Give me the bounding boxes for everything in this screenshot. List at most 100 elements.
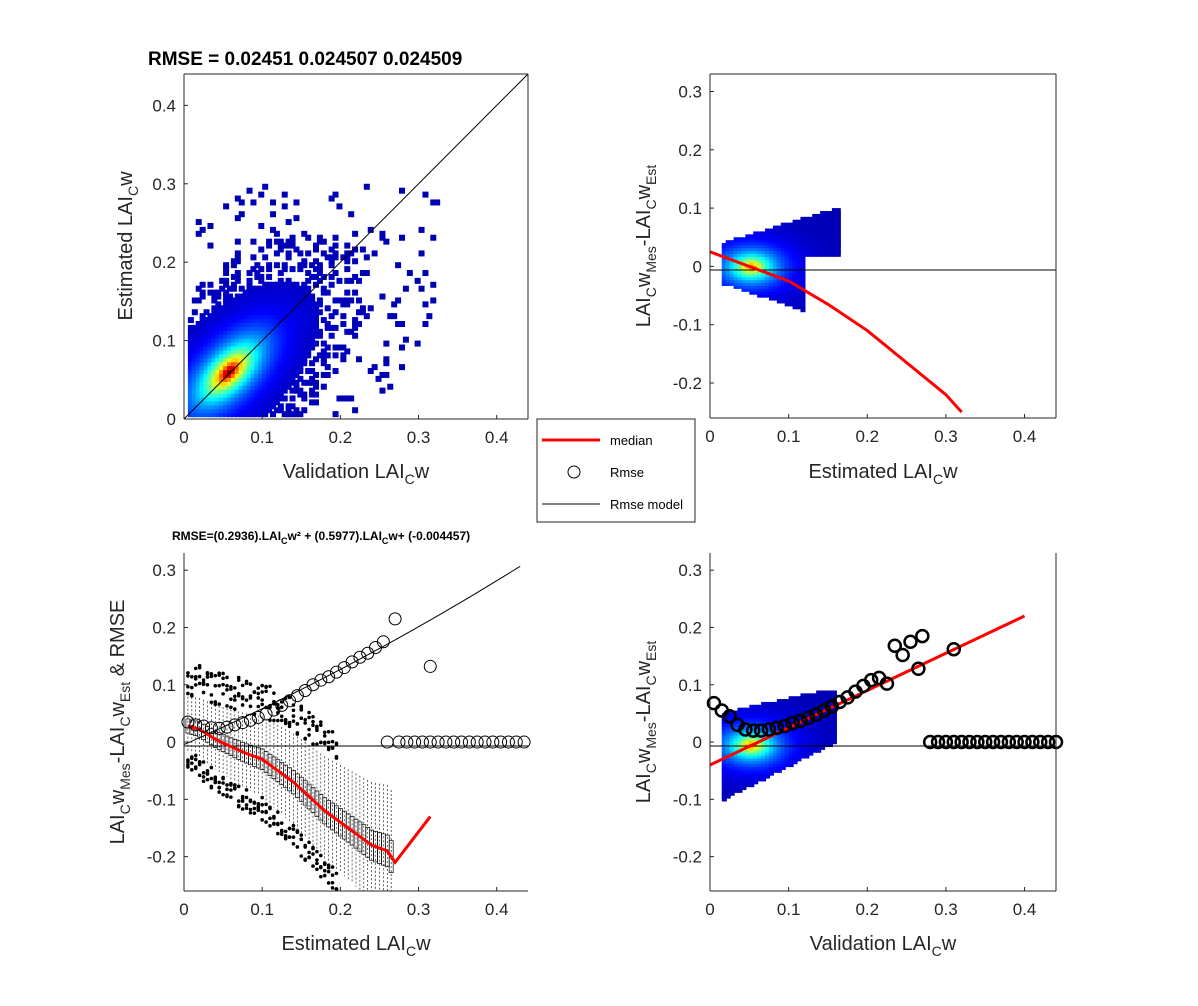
heatmap-cell [788,231,794,237]
heatmap-cell [824,722,830,727]
heatmap-cell [219,344,226,351]
heatmap-cell [195,352,202,359]
heatmap-cell [827,231,833,237]
heatmap-cell [745,240,751,246]
heatmap-cell [741,750,747,756]
heatmap-cell [812,246,818,251]
heatmap-cell [800,257,806,263]
boxplot-outlier [201,760,206,764]
heatmap-cell [776,266,782,272]
boxplot-outlier [264,820,268,824]
heatmap-cell [297,320,304,327]
heatmap-cell [765,292,771,298]
heatmap-cell [289,320,296,327]
heatmap-cell [187,407,194,414]
heatmap-cell [765,767,771,773]
heatmap-cell [340,297,347,304]
heatmap-cell [729,710,735,716]
heatmap-cell [757,756,763,762]
heatmap-cell [293,285,300,292]
heatmap-cell [246,336,253,343]
heatmap-cell [831,727,837,733]
heatmap-cell [788,744,794,750]
heatmap-cell [234,399,241,406]
boxplot-outlier [252,690,257,695]
heatmap-cell [199,379,206,386]
heatmap-cell [804,222,810,228]
boxplot-outlier [295,830,300,835]
heatmap-cell [270,324,276,331]
heatmap-cell [332,344,339,351]
heatmap-cell [729,762,735,768]
heatmap-cell [761,739,767,745]
heatmap-cell [254,273,261,280]
y-tick-label: 0.2 [152,253,176,272]
heatmap-cell [776,257,782,263]
heatmap-cell [765,243,771,249]
heatmap-cell [729,776,735,782]
heatmap-cell [800,237,806,243]
heatmap-cell [788,750,794,756]
heatmap-cell [721,747,727,753]
heatmap-cell [765,773,771,779]
heatmap-cell [230,336,237,343]
heatmap-cell [749,750,755,756]
panel2-x-axis-label: Estimated LAICw [808,461,958,487]
heatmap-cell [737,266,743,272]
heatmap-cell [199,411,206,418]
heatmap-cell [749,767,755,773]
heatmap-cell [266,371,273,378]
boxplot-outlier [240,683,245,688]
y-tick-label: 0.3 [678,561,702,580]
heatmap-cell [293,348,300,355]
heatmap-cell [242,320,249,327]
heatmap-cell [800,747,806,753]
heatmap-cell [320,356,327,363]
heatmap-cell [242,309,249,316]
heatmap-cell [741,707,747,713]
heatmap-cell [289,301,296,308]
heatmap-cell [788,269,794,275]
heatmap-cell [721,787,727,793]
panel2-density-heatmap [721,208,841,313]
heatmap-cell [223,281,230,288]
heatmap-cell [721,246,727,251]
heatmap-cell [725,248,731,254]
boxplot-outlier [209,765,214,770]
heatmap-cell [757,773,763,779]
heatmap-cell [733,240,739,246]
boxplot-outlier [205,672,210,676]
heatmap-cell [203,348,210,355]
heatmap-cell [301,360,308,367]
heatmap-cell [792,246,798,251]
heatmap-cell [227,360,233,367]
heatmap-cell [796,707,802,713]
heatmap-cell [824,219,830,225]
heatmap-cell [293,360,300,367]
heatmap-cell [824,690,830,696]
heatmap-cell [219,352,226,359]
heatmap-cell [780,292,786,298]
heatmap-cell [733,248,739,254]
heatmap-cell [301,309,308,316]
heatmap-cell [725,793,731,799]
panel4-x-axis-label: Validation LAICw [810,933,957,959]
heatmap-cell [258,293,265,300]
heatmap-cell [320,371,327,378]
heatmap-cell [258,266,265,273]
heatmap-cell [187,368,194,375]
boxplot-outlier [283,719,288,724]
heatmap-cell [262,301,269,308]
heatmap-cell [301,297,308,304]
panel2-median-line [710,250,963,414]
y-tick-label: 0.1 [678,676,702,695]
boxplot-outlier [279,821,284,825]
rmse-marker [345,655,359,669]
heatmap-cell [788,240,794,246]
heatmap-cell [258,222,265,229]
heatmap-cell [796,254,802,260]
boxplot-outlier [205,769,210,773]
heatmap-cell [749,283,755,289]
heatmap-cell [344,250,351,257]
heatmap-cell [246,375,253,382]
